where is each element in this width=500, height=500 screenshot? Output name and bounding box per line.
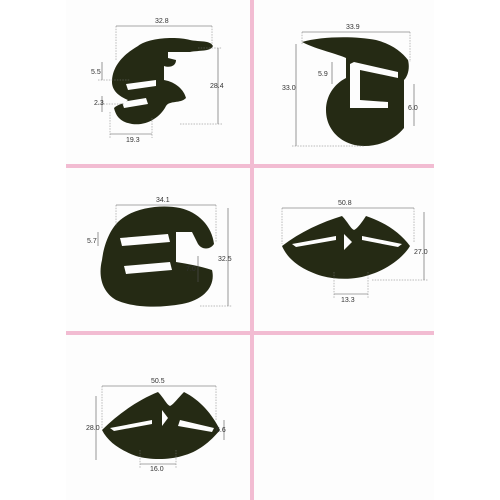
- horizontal-divider-2: [66, 331, 434, 335]
- dim-p3-top-width: 34.1: [156, 197, 170, 204]
- horizontal-divider-1: [66, 164, 434, 168]
- vertical-divider: [250, 0, 254, 500]
- dim-p1-left-upper: 5.5: [91, 69, 101, 76]
- profile-panel-5: 50.5 28.0 6.6 16.0: [86, 378, 226, 473]
- dim-p1-top-width: 32.8: [155, 18, 169, 25]
- dim-p1-height: 28.4: [210, 83, 224, 90]
- dim-p3-left: 5.7: [87, 238, 97, 245]
- rubber-profile-5: [102, 392, 220, 459]
- profile-panel-4: 50.8 27.0 13.3: [281, 200, 428, 304]
- dim-p1-left-lower: 2.3: [94, 100, 104, 107]
- rubber-profile-1: [112, 38, 213, 125]
- dim-p3-inner: 7.0: [186, 266, 196, 273]
- profile-panel-3: 34.1 32.5 5.7 7.0: [87, 197, 232, 307]
- dim-p2-height: 33.0: [282, 85, 296, 92]
- profile-panel-1: 32.8 28.4 5.5 2.3 19.3: [91, 18, 224, 144]
- dim-p2-top-width: 33.9: [346, 24, 360, 31]
- dim-p2-inner: 5.9: [318, 71, 328, 78]
- dim-p4-bottom-width: 13.3: [341, 297, 355, 304]
- dim-p5-right: 6.6: [216, 427, 226, 434]
- dim-p4-top-width: 50.8: [338, 200, 352, 207]
- dim-p1-bottom-width: 19.3: [126, 137, 140, 144]
- dim-p4-height: 27.0: [414, 249, 428, 256]
- dim-p5-height: 28.0: [86, 425, 100, 432]
- dim-p5-bottom-width: 16.0: [150, 466, 164, 473]
- rubber-profile-3: [100, 206, 214, 307]
- dim-p2-right: 6.0: [408, 105, 418, 112]
- dim-p3-height: 32.5: [218, 256, 232, 263]
- profile-panel-2: 33.9 33.0 5.9 6.0: [282, 24, 418, 147]
- dim-p5-top-width: 50.5: [151, 378, 165, 385]
